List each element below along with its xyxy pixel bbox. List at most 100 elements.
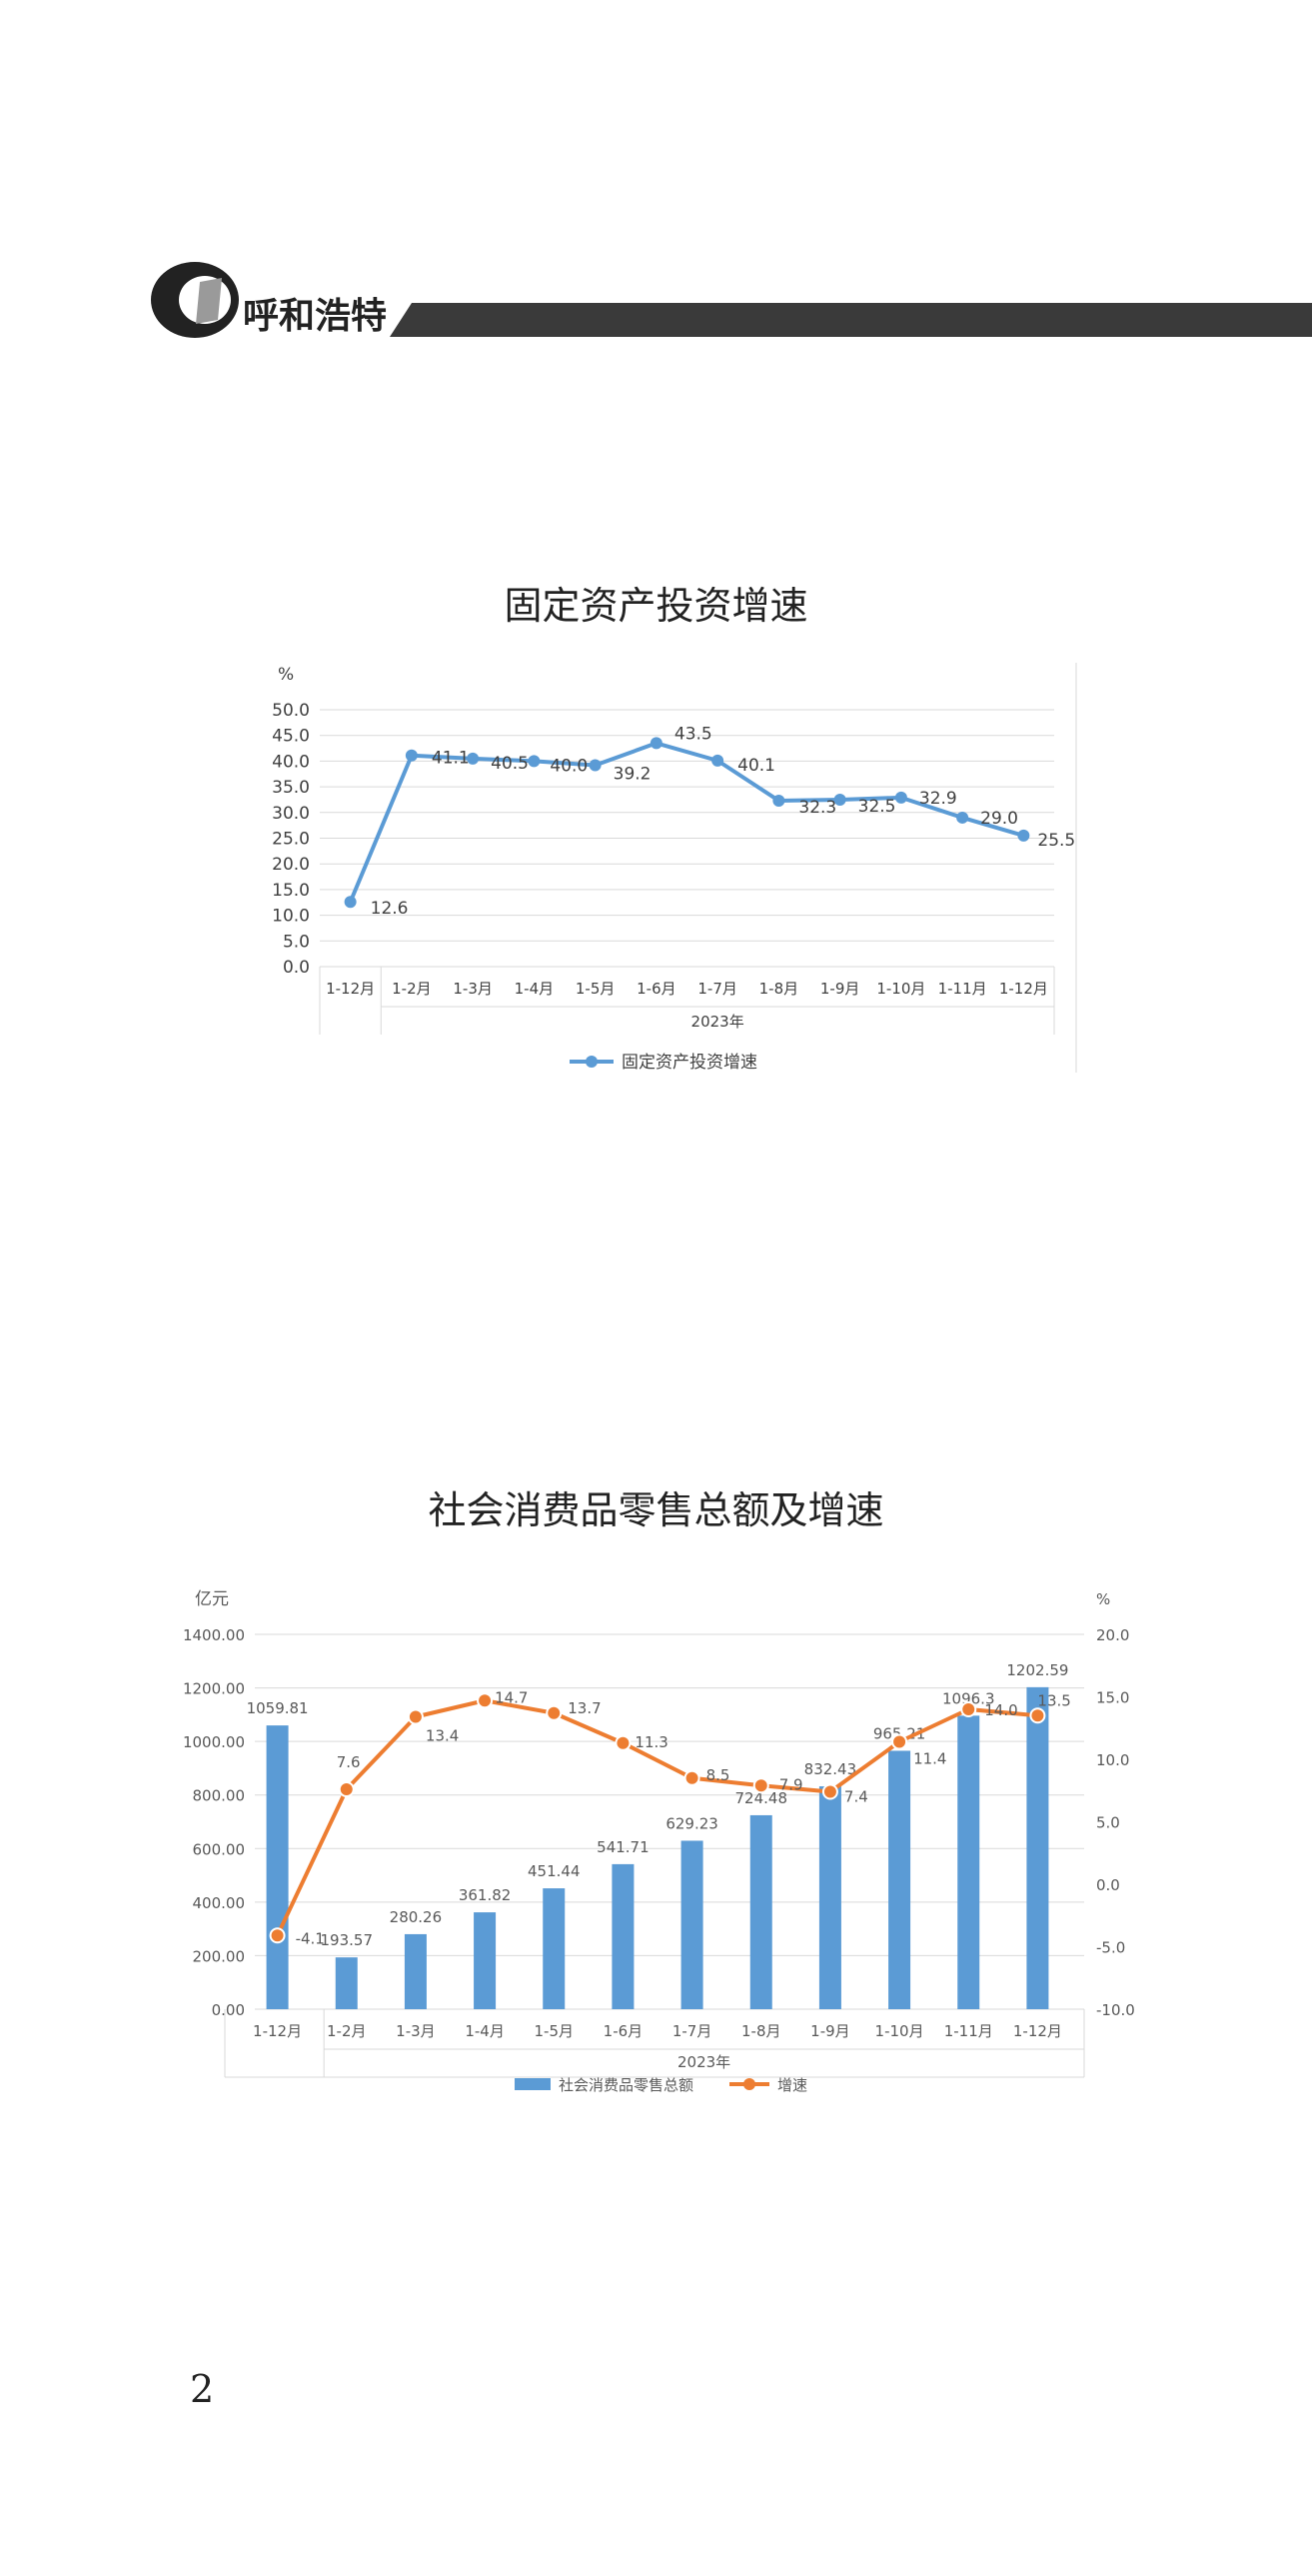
chart2-y-left-tick-label: 1200.00 [183, 1680, 245, 1698]
chart2-growth-point [477, 1692, 494, 1709]
chart2-x-tick-label: 1-10月 [875, 2022, 924, 2040]
chart2-y-right-tick-label: 10.0 [1096, 1751, 1129, 1769]
chart2-bar [335, 1957, 358, 2009]
chart1-legend-marker-icon [586, 1056, 598, 1068]
chart1-data-label: 32.5 [858, 797, 896, 817]
chart2-bar-label: 1096.3 [942, 1689, 995, 1707]
chart2-x-tick-label: 1-4月 [465, 2022, 505, 2040]
chart1-group-label: 2023年 [691, 1013, 744, 1031]
chart2-bar-label: 361.82 [459, 1886, 512, 1904]
chart2-y-right-tick-label: -10.0 [1096, 2001, 1135, 2019]
chart2-bar-label: 193.57 [321, 1931, 374, 1949]
chart2-growth-point [407, 1708, 424, 1725]
chart2-y-right-tick-label: 15.0 [1096, 1689, 1129, 1707]
chart1-y-tick-label: 35.0 [272, 778, 310, 798]
chart2-y-left-tick-label: 400.00 [193, 1894, 246, 1912]
chart2-growth-label: 13.7 [568, 1699, 601, 1717]
chart1-data-point [711, 754, 724, 767]
chart2-growth-label: 7.6 [337, 1753, 361, 1771]
chart1-data-point [650, 737, 662, 750]
chart2-bar [266, 1725, 289, 2009]
chart2-growth-point [891, 1733, 908, 1750]
chart2-bar-label: 1202.59 [1006, 1661, 1068, 1679]
chart1-legend-label: 固定资产投资增速 [622, 1053, 757, 1073]
chart2-bar [1026, 1686, 1049, 2009]
chart2-growth-label: 11.3 [635, 1733, 667, 1751]
chart1-data-label: 41.1 [432, 749, 470, 769]
chart1-data-point [833, 793, 846, 806]
chart2-y-right-axis-label: % [1096, 1590, 1110, 1608]
chart1-data-point [772, 794, 785, 807]
chart2-legend-marker-icon [743, 2078, 755, 2090]
chart2-x-tick-label: 1-7月 [672, 2022, 712, 2040]
chart1-y-axis-label: % [278, 665, 294, 685]
chart1-data-point [1017, 829, 1030, 842]
chart2-growth-label: -4.1 [296, 1929, 325, 1947]
chart1-data-point [956, 811, 969, 824]
chart2-growth-line [275, 1698, 1038, 1937]
chart1-y-tick-label: 40.0 [272, 752, 310, 772]
chart2-growth-label: 13.4 [426, 1727, 459, 1745]
chart2-legend-bar-icon [515, 2078, 551, 2090]
chart1-y-tick-label: 0.0 [283, 958, 310, 978]
chart1-y-tick-label: 10.0 [272, 907, 310, 927]
chart2-bar [404, 1933, 427, 2009]
chart2-bar [612, 1863, 635, 2009]
chart2-growth-point [615, 1734, 632, 1751]
chart2-bar-label: 629.23 [665, 1814, 718, 1832]
chart2-growth-point [683, 1769, 700, 1786]
chart2-x-tick-label: 1-12月 [253, 2022, 302, 2040]
chart2-bar-label: 451.44 [528, 1862, 581, 1880]
chart2-group-label: 2023年 [677, 2053, 730, 2071]
chart1-data-point [344, 896, 357, 909]
chart1-y-tick-label: 5.0 [283, 932, 310, 952]
chart2-growth-label: 7.9 [779, 1775, 803, 1793]
chart1-y-tick-label: 25.0 [272, 830, 310, 850]
chart1-data-point [405, 749, 418, 762]
chart2-x-tick-label: 1-9月 [810, 2022, 850, 2040]
chart1-data-point [528, 755, 541, 768]
chart1-x-tick-label: 1-9月 [820, 980, 860, 998]
chart1-x-tick-label: 1-7月 [697, 980, 737, 998]
chart1-x-tick-label: 1-11月 [938, 980, 987, 998]
chart2-y-left-tick-label: 800.00 [193, 1787, 246, 1805]
chart1-y-tick-label: 50.0 [272, 701, 310, 721]
chart1-data-label: 40.5 [491, 754, 529, 774]
chart1-data-point [589, 759, 602, 772]
chart1-x-tick-label: 1-2月 [392, 980, 432, 998]
chart2-y-left-tick-label: 1000.00 [183, 1733, 245, 1751]
chart2-bar-label: 280.26 [390, 1908, 443, 1926]
chart1-title: 固定资产投资增速 [504, 584, 808, 628]
chart1-data-label: 43.5 [674, 724, 712, 744]
chart1-x-tick-label: 1-4月 [515, 980, 555, 998]
page-number: 2 [190, 2367, 215, 2411]
chart2-y-right-tick-label: 0.0 [1096, 1876, 1120, 1894]
chart1-x-tick-label: 1-3月 [453, 980, 493, 998]
chart2-y-left-tick-label: 0.00 [212, 2001, 245, 2019]
chart2-bar [543, 1888, 566, 2009]
chart2-y-right-tick-label: 5.0 [1096, 1814, 1120, 1832]
chart2-bar-label: 832.43 [804, 1760, 857, 1778]
brand-text: 呼和浩特 [243, 295, 387, 337]
chart2-growth-label: 7.4 [844, 1788, 868, 1806]
chart2-growth-label: 13.5 [1037, 1691, 1070, 1709]
chart2-bar [680, 1840, 703, 2009]
chart2-growth-point [960, 1701, 977, 1717]
chart2-bar [474, 1912, 497, 2009]
chart2-growth-point [1029, 1707, 1046, 1724]
chart2-legend-bar-label: 社会消费品零售总额 [559, 2076, 693, 2094]
chart2-growth-label: 8.5 [706, 1766, 730, 1784]
chart1-data-label: 32.9 [919, 789, 957, 809]
chart1-data-label: 12.6 [371, 899, 409, 919]
chart1-x-tick-label: 1-12月 [999, 980, 1048, 998]
chart1-series-line [348, 741, 1024, 904]
chart2-growth-label: 14.7 [495, 1688, 528, 1706]
chart2-y-right-tick-label: 20.0 [1096, 1626, 1129, 1644]
chart1-fixed-investment: 0.0 5.0 10.0 15.0 20.0 25.0 30.0 35.0 40.0 45.0 50… [272, 663, 1077, 1073]
chart2-y-left-axis-label: 亿元 [195, 1589, 229, 1609]
chart2-growth-point [338, 1781, 355, 1797]
chart1-x-tick-label: 1-10月 [876, 980, 925, 998]
chart2-y-right-tick-label: -5.0 [1096, 1939, 1125, 1957]
chart2-bar-label: 724.48 [735, 1789, 788, 1807]
header-bar [390, 303, 1312, 337]
